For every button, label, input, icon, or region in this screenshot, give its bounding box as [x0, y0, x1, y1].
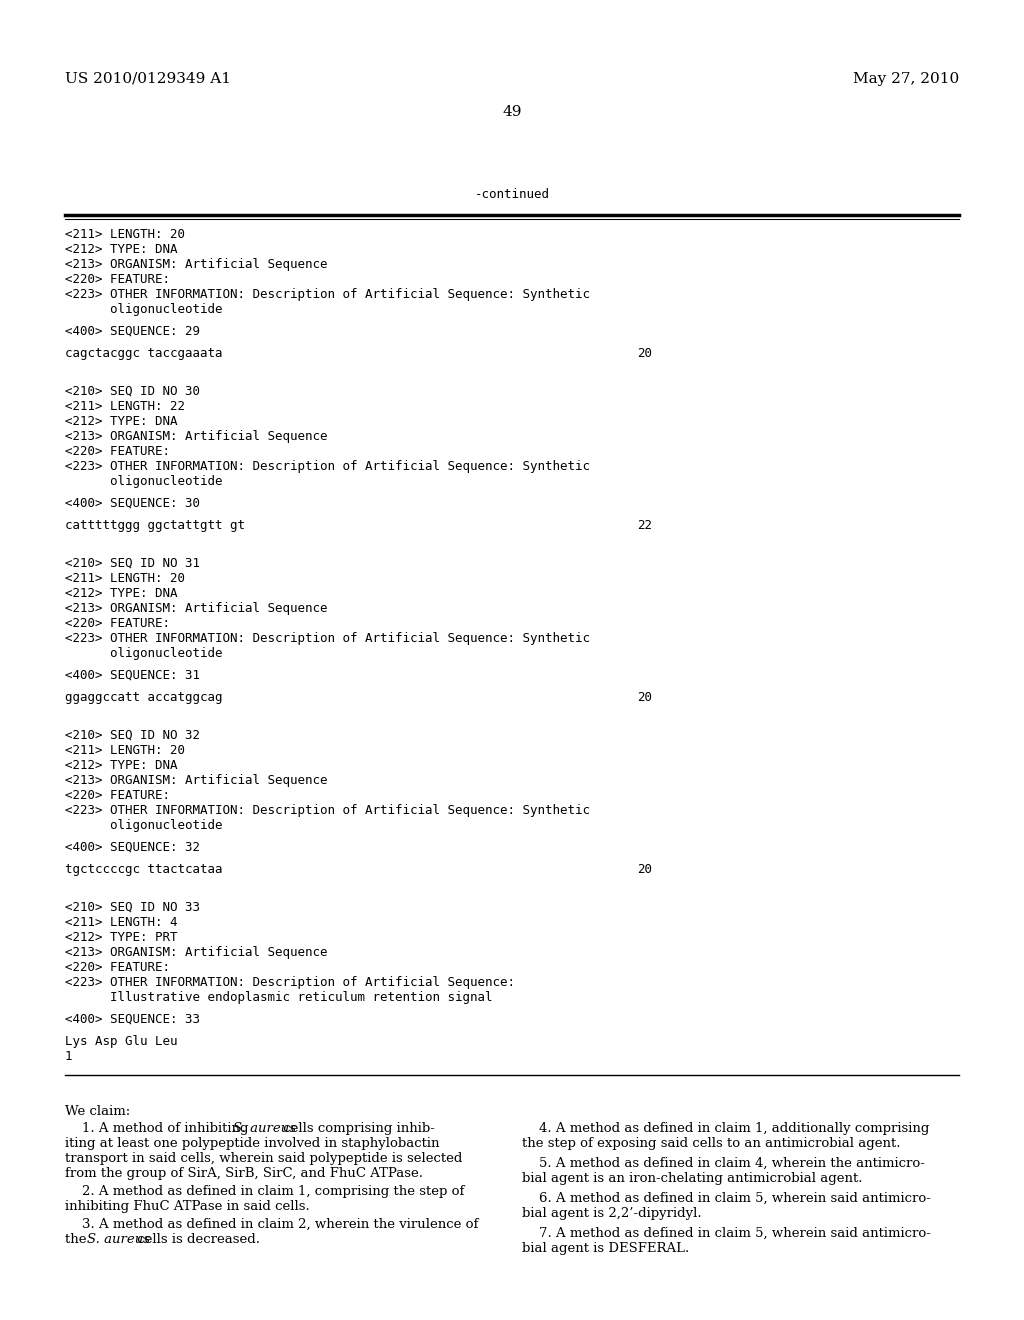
Text: inhibiting FhuC ATPase in said cells.: inhibiting FhuC ATPase in said cells. — [65, 1200, 309, 1213]
Text: cells comprising inhib-: cells comprising inhib- — [279, 1122, 435, 1135]
Text: S. aureus: S. aureus — [233, 1122, 296, 1135]
Text: ggaggccatt accatggcag: ggaggccatt accatggcag — [65, 690, 222, 704]
Text: <211> LENGTH: 20: <211> LENGTH: 20 — [65, 572, 185, 585]
Text: <213> ORGANISM: Artificial Sequence: <213> ORGANISM: Artificial Sequence — [65, 257, 328, 271]
Text: oligonucleotide: oligonucleotide — [65, 304, 222, 315]
Text: <213> ORGANISM: Artificial Sequence: <213> ORGANISM: Artificial Sequence — [65, 602, 328, 615]
Text: <400> SEQUENCE: 31: <400> SEQUENCE: 31 — [65, 669, 200, 682]
Text: 20: 20 — [637, 347, 652, 360]
Text: 7. A method as defined in claim 5, wherein said antimicro-: 7. A method as defined in claim 5, where… — [522, 1228, 931, 1239]
Text: oligonucleotide: oligonucleotide — [65, 647, 222, 660]
Text: <210> SEQ ID NO 33: <210> SEQ ID NO 33 — [65, 902, 200, 913]
Text: 3. A method as defined in claim 2, wherein the virulence of: 3. A method as defined in claim 2, where… — [65, 1218, 478, 1232]
Text: transport in said cells, wherein said polypeptide is selected: transport in said cells, wherein said po… — [65, 1152, 463, 1166]
Text: 2. A method as defined in claim 1, comprising the step of: 2. A method as defined in claim 1, compr… — [65, 1185, 464, 1199]
Text: 5. A method as defined in claim 4, wherein the antimicro-: 5. A method as defined in claim 4, where… — [522, 1158, 925, 1170]
Text: <212> TYPE: PRT: <212> TYPE: PRT — [65, 931, 177, 944]
Text: <211> LENGTH: 20: <211> LENGTH: 20 — [65, 744, 185, 756]
Text: 49: 49 — [502, 106, 522, 119]
Text: <223> OTHER INFORMATION: Description of Artificial Sequence: Synthetic: <223> OTHER INFORMATION: Description of … — [65, 632, 590, 645]
Text: the: the — [65, 1233, 91, 1246]
Text: <213> ORGANISM: Artificial Sequence: <213> ORGANISM: Artificial Sequence — [65, 946, 328, 960]
Text: bial agent is DESFERAL.: bial agent is DESFERAL. — [522, 1242, 689, 1255]
Text: 20: 20 — [637, 690, 652, 704]
Text: -continued: -continued — [474, 187, 550, 201]
Text: tgctccccgc ttactcataa: tgctccccgc ttactcataa — [65, 863, 222, 876]
Text: <400> SEQUENCE: 32: <400> SEQUENCE: 32 — [65, 841, 200, 854]
Text: bial agent is 2,2’-dipyridyl.: bial agent is 2,2’-dipyridyl. — [522, 1206, 701, 1220]
Text: <211> LENGTH: 22: <211> LENGTH: 22 — [65, 400, 185, 413]
Text: Lys Asp Glu Leu: Lys Asp Glu Leu — [65, 1035, 177, 1048]
Text: <210> SEQ ID NO 32: <210> SEQ ID NO 32 — [65, 729, 200, 742]
Text: <213> ORGANISM: Artificial Sequence: <213> ORGANISM: Artificial Sequence — [65, 430, 328, 444]
Text: <220> FEATURE:: <220> FEATURE: — [65, 616, 170, 630]
Text: <212> TYPE: DNA: <212> TYPE: DNA — [65, 759, 177, 772]
Text: <400> SEQUENCE: 29: <400> SEQUENCE: 29 — [65, 325, 200, 338]
Text: <220> FEATURE:: <220> FEATURE: — [65, 961, 170, 974]
Text: 20: 20 — [637, 863, 652, 876]
Text: <212> TYPE: DNA: <212> TYPE: DNA — [65, 243, 177, 256]
Text: cells is decreased.: cells is decreased. — [133, 1233, 260, 1246]
Text: <213> ORGANISM: Artificial Sequence: <213> ORGANISM: Artificial Sequence — [65, 774, 328, 787]
Text: catttttggg ggctattgtt gt: catttttggg ggctattgtt gt — [65, 519, 245, 532]
Text: 6. A method as defined in claim 5, wherein said antimicro-: 6. A method as defined in claim 5, where… — [522, 1192, 931, 1205]
Text: <400> SEQUENCE: 30: <400> SEQUENCE: 30 — [65, 498, 200, 510]
Text: <211> LENGTH: 20: <211> LENGTH: 20 — [65, 228, 185, 242]
Text: <212> TYPE: DNA: <212> TYPE: DNA — [65, 414, 177, 428]
Text: <220> FEATURE:: <220> FEATURE: — [65, 273, 170, 286]
Text: <210> SEQ ID NO 31: <210> SEQ ID NO 31 — [65, 557, 200, 570]
Text: 1: 1 — [65, 1049, 73, 1063]
Text: <211> LENGTH: 4: <211> LENGTH: 4 — [65, 916, 177, 929]
Text: US 2010/0129349 A1: US 2010/0129349 A1 — [65, 73, 231, 86]
Text: the step of exposing said cells to an antimicrobial agent.: the step of exposing said cells to an an… — [522, 1137, 900, 1150]
Text: bial agent is an iron-chelating antimicrobial agent.: bial agent is an iron-chelating antimicr… — [522, 1172, 862, 1185]
Text: <220> FEATURE:: <220> FEATURE: — [65, 789, 170, 803]
Text: Illustrative endoplasmic reticulum retention signal: Illustrative endoplasmic reticulum reten… — [65, 991, 493, 1005]
Text: from the group of SirA, SirB, SirC, and FhuC ATPase.: from the group of SirA, SirB, SirC, and … — [65, 1167, 423, 1180]
Text: <223> OTHER INFORMATION: Description of Artificial Sequence: Synthetic: <223> OTHER INFORMATION: Description of … — [65, 459, 590, 473]
Text: <212> TYPE: DNA: <212> TYPE: DNA — [65, 587, 177, 601]
Text: <223> OTHER INFORMATION: Description of Artificial Sequence: Synthetic: <223> OTHER INFORMATION: Description of … — [65, 288, 590, 301]
Text: oligonucleotide: oligonucleotide — [65, 818, 222, 832]
Text: 4. A method as defined in claim 1, additionally comprising: 4. A method as defined in claim 1, addit… — [522, 1122, 930, 1135]
Text: <400> SEQUENCE: 33: <400> SEQUENCE: 33 — [65, 1012, 200, 1026]
Text: We claim:: We claim: — [65, 1105, 130, 1118]
Text: 22: 22 — [637, 519, 652, 532]
Text: <223> OTHER INFORMATION: Description of Artificial Sequence: Synthetic: <223> OTHER INFORMATION: Description of … — [65, 804, 590, 817]
Text: May 27, 2010: May 27, 2010 — [853, 73, 959, 86]
Text: S. aureus: S. aureus — [87, 1233, 150, 1246]
Text: <210> SEQ ID NO 30: <210> SEQ ID NO 30 — [65, 385, 200, 399]
Text: <223> OTHER INFORMATION: Description of Artificial Sequence:: <223> OTHER INFORMATION: Description of … — [65, 975, 515, 989]
Text: iting at least one polypeptide involved in staphylobactin: iting at least one polypeptide involved … — [65, 1137, 439, 1150]
Text: 1. A method of inhibiting: 1. A method of inhibiting — [65, 1122, 253, 1135]
Text: cagctacggc taccgaaata: cagctacggc taccgaaata — [65, 347, 222, 360]
Text: oligonucleotide: oligonucleotide — [65, 475, 222, 488]
Text: <220> FEATURE:: <220> FEATURE: — [65, 445, 170, 458]
